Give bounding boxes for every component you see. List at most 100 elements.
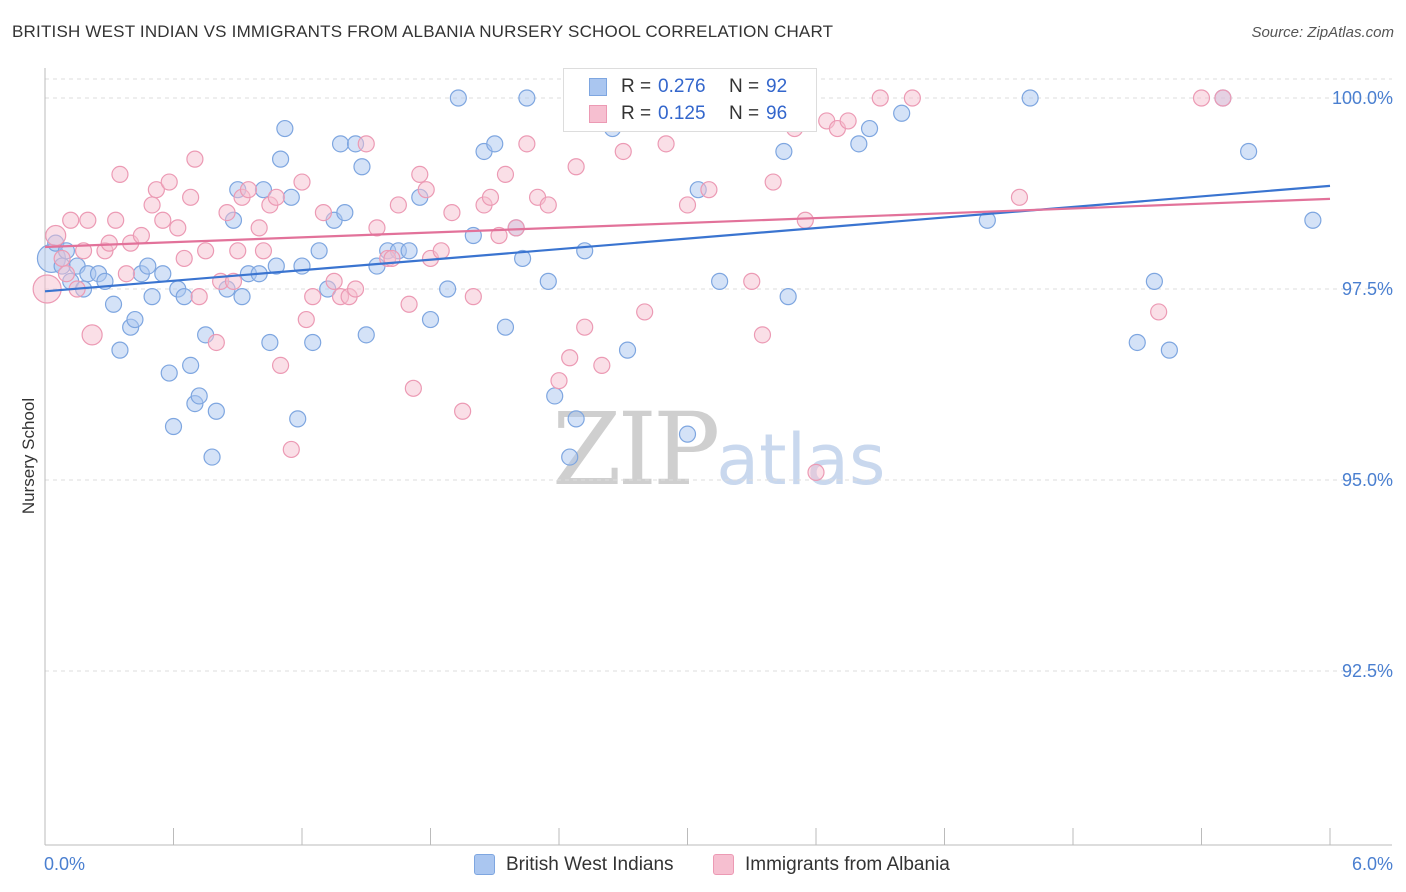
- data-point: [276, 119, 294, 138]
- data-point: [1128, 333, 1146, 352]
- data-point: [229, 242, 247, 260]
- stats-legend: R = 0.276 N = 92 R = 0.125 N = 96: [563, 68, 817, 132]
- data-point: [282, 440, 300, 459]
- data-point: [764, 173, 782, 191]
- data-point: [636, 303, 654, 321]
- data-point: [81, 324, 103, 346]
- data-point: [1010, 188, 1029, 206]
- data-point: [796, 211, 814, 229]
- data-point: [267, 188, 285, 206]
- data-point: [104, 295, 123, 313]
- legend-row-british-west-indians: R = 0.276 N = 92: [564, 74, 816, 100]
- chart-title: BRITISH WEST INDIAN VS IMMIGRANTS FROM A…: [12, 22, 834, 41]
- data-point: [449, 89, 467, 107]
- data-point: [411, 165, 429, 183]
- trend-lines: [44, 184, 1331, 293]
- data-point: [743, 272, 761, 290]
- data-point: [593, 356, 611, 374]
- data-point: [775, 142, 793, 161]
- data-point: [100, 234, 118, 252]
- data-point: [678, 425, 697, 443]
- x-tick-label: 6.0%: [1352, 854, 1393, 874]
- data-point: [154, 211, 172, 229]
- data-point: [567, 410, 585, 428]
- data-point: [346, 280, 365, 298]
- series-british-west-indians: [36, 89, 1322, 466]
- data-point: [62, 211, 80, 229]
- axes: [44, 68, 1392, 846]
- data-point: [175, 288, 193, 306]
- data-point: [57, 265, 76, 283]
- y-tick-label: 95.0%: [1342, 470, 1393, 490]
- data-point: [182, 356, 200, 374]
- trend-line-british-west-indians: [44, 184, 1331, 293]
- data-point: [190, 387, 208, 405]
- data-point: [233, 288, 251, 306]
- data-point: [496, 318, 515, 336]
- data-point: [111, 341, 129, 359]
- data-point: [1304, 211, 1322, 229]
- data-point: [304, 288, 322, 306]
- data-point: [147, 181, 165, 199]
- data-point: [871, 89, 889, 107]
- data-point: [239, 181, 258, 199]
- data-point: [567, 158, 585, 176]
- legend-n-value: 92: [766, 76, 788, 97]
- data-point: [700, 181, 718, 199]
- data-point: [404, 379, 422, 397]
- data-point: [1145, 272, 1163, 290]
- data-point: [490, 226, 508, 245]
- legend-n-label: N =: [729, 103, 760, 124]
- data-point: [154, 265, 172, 283]
- data-point: [224, 272, 243, 290]
- data-point: [400, 295, 418, 313]
- data-point: [190, 288, 208, 306]
- data-point: [576, 242, 594, 260]
- series-immigrants-from-albania: [32, 89, 1232, 481]
- data-point: [618, 341, 637, 359]
- data-point: [513, 249, 532, 268]
- data-point: [389, 196, 407, 214]
- legend-label: Immigrants from Albania: [745, 854, 950, 875]
- data-point: [860, 119, 879, 138]
- data-point: [293, 173, 311, 191]
- data-point: [893, 104, 911, 122]
- data-point: [314, 204, 333, 222]
- legend-r-value: 0.276: [658, 76, 706, 97]
- watermark-atlas: atlas: [716, 419, 886, 501]
- data-point: [454, 402, 472, 420]
- data-point: [614, 142, 632, 161]
- legend-r-value: 0.125: [658, 103, 706, 124]
- legend-label: British West Indians: [506, 854, 674, 875]
- data-point: [139, 257, 157, 275]
- data-point: [182, 188, 200, 206]
- legend-n-label: N =: [729, 76, 760, 97]
- y-tick-label: 100.0%: [1332, 88, 1393, 108]
- data-point: [74, 242, 93, 260]
- legend-swatch-pink: [713, 854, 734, 875]
- tick-labels: 100.0% 97.5% 95.0% 92.5% 0.0% 6.0%: [44, 88, 1393, 874]
- legend-swatch-pink: [589, 105, 607, 123]
- bottom-legend-british-west-indians[interactable]: British West Indians: [474, 853, 694, 877]
- x-tick-label: 0.0%: [44, 854, 85, 874]
- data-point: [289, 410, 307, 428]
- gridlines: [45, 78, 1392, 672]
- data-point: [518, 89, 536, 107]
- data-point: [539, 272, 557, 290]
- data-point: [576, 318, 594, 336]
- data-point: [839, 112, 857, 130]
- bottom-legend-immigrants-from-albania[interactable]: Immigrants from Albania: [713, 853, 983, 877]
- data-point: [254, 242, 273, 260]
- data-point: [175, 249, 193, 268]
- data-point: [779, 288, 797, 306]
- data-point: [400, 242, 418, 260]
- data-point: [507, 219, 525, 237]
- data-point: [539, 196, 557, 214]
- data-point: [164, 417, 183, 436]
- data-point: [1150, 303, 1168, 321]
- data-point: [117, 265, 135, 283]
- data-point: [267, 257, 285, 275]
- data-point: [203, 448, 221, 466]
- legend-n-value: 96: [766, 103, 788, 124]
- data-point: [439, 280, 457, 298]
